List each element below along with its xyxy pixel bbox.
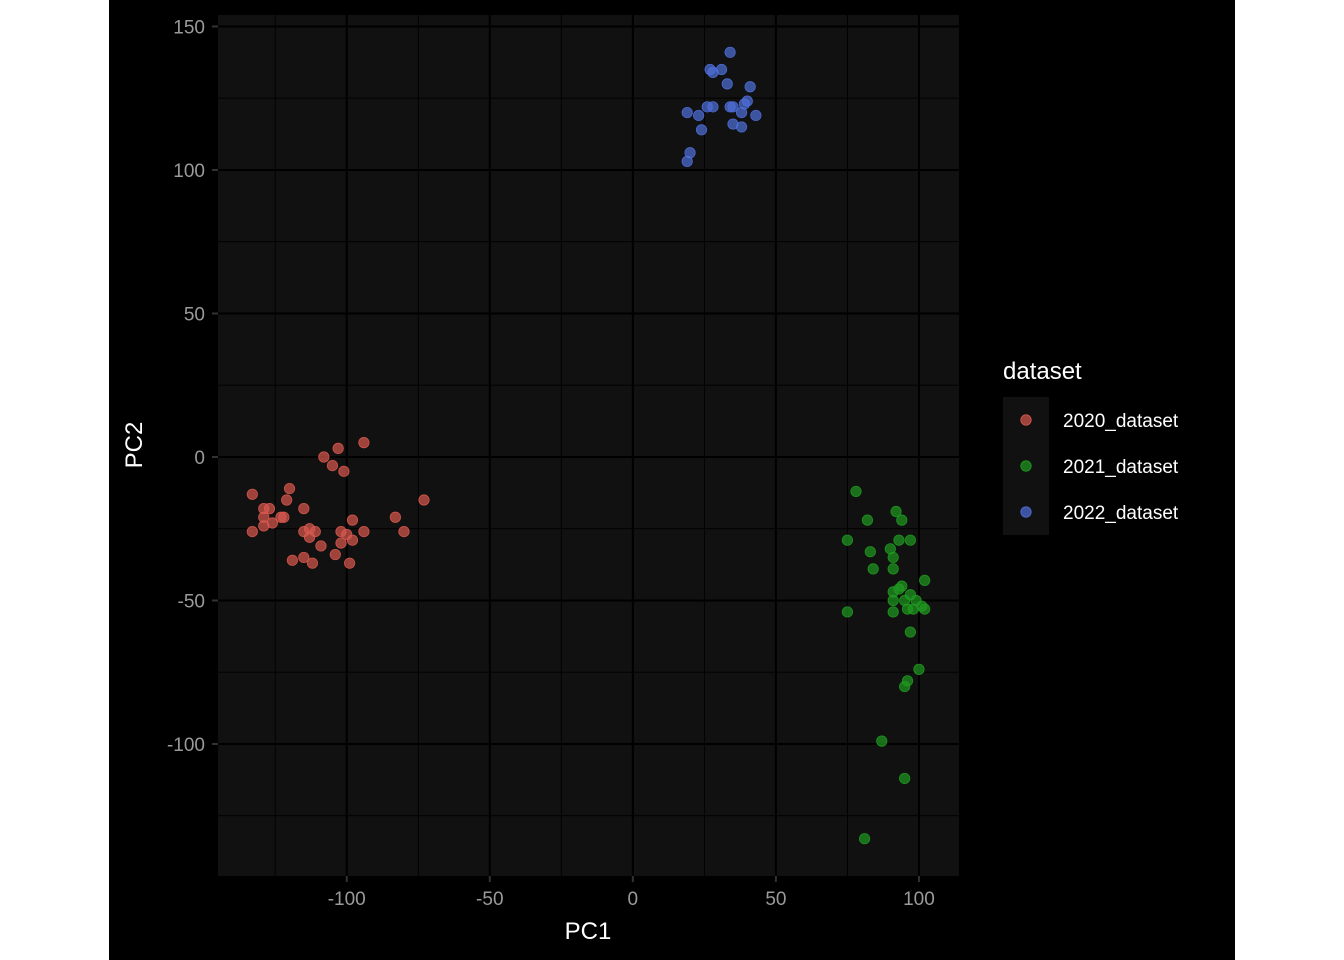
data-point	[707, 101, 719, 113]
legend-key	[1020, 460, 1032, 472]
legend-title: dataset	[1003, 358, 1082, 385]
data-point	[864, 546, 876, 558]
y-tick-label: 0	[194, 448, 205, 469]
scatter-chart: -100 -50 0 50 100 -100 -50 0 50 100 150 PC1 PC2 d…	[121, 15, 1179, 945]
data-point	[887, 594, 899, 607]
y-axis: -100 -50 0 50 100 150	[167, 17, 218, 756]
data-point	[695, 124, 708, 136]
data-point	[693, 109, 705, 122]
data-point	[335, 537, 347, 549]
series-2022_dataset	[681, 46, 762, 167]
data-point	[841, 606, 854, 618]
series-2020_dataset	[246, 437, 430, 569]
data-point	[735, 121, 748, 133]
data-point	[278, 511, 290, 523]
data-point	[318, 451, 330, 463]
data-point	[904, 626, 916, 638]
data-point	[338, 465, 350, 477]
data-point	[750, 109, 762, 122]
x-axis-title: PC1	[565, 918, 612, 945]
data-point	[899, 772, 911, 785]
data-point	[281, 494, 293, 506]
data-point	[298, 503, 310, 515]
data-point	[707, 66, 719, 79]
data-point	[286, 554, 298, 566]
data-point	[258, 520, 270, 532]
y-tick-label: -50	[178, 591, 205, 612]
y-tick-label: 100	[173, 161, 205, 182]
data-point	[332, 442, 344, 454]
data-point	[744, 81, 756, 93]
data-point	[724, 46, 736, 58]
data-point	[346, 534, 359, 546]
data-point	[899, 680, 911, 693]
legend: dataset 2020_dataset 2021_dataset 2022_dat…	[1003, 358, 1179, 535]
data-point	[326, 459, 339, 472]
x-axis: -100 -50 0 50 100	[328, 876, 935, 910]
legend-label: 2021_dataset	[1063, 457, 1179, 478]
data-point	[344, 557, 356, 569]
x-tick-label: 50	[765, 889, 786, 910]
data-point	[346, 514, 359, 526]
data-point	[867, 563, 879, 575]
series-2021_dataset	[841, 485, 931, 845]
plot-panel: -100 -50 0 50 100 -100 -50 0 50 100 150 PC1 PC2 d…	[109, 0, 1235, 960]
data-point	[398, 525, 410, 538]
data-point	[913, 663, 925, 675]
data-point	[850, 485, 862, 498]
data-point	[893, 534, 905, 546]
y-tick-label: 150	[173, 17, 205, 38]
data-point	[919, 574, 931, 586]
data-point	[246, 488, 258, 500]
data-point	[303, 531, 316, 543]
data-point	[893, 583, 905, 595]
data-points	[246, 46, 931, 845]
x-tick-label: 100	[903, 889, 935, 910]
data-point	[681, 155, 693, 167]
data-point	[876, 735, 888, 747]
data-point	[418, 494, 430, 506]
y-tick-label: 50	[184, 304, 205, 325]
x-tick-label: -100	[328, 889, 366, 910]
data-point	[887, 563, 899, 575]
y-tick-label: -100	[167, 735, 205, 756]
data-point	[306, 557, 319, 569]
x-tick-label: 0	[628, 889, 639, 910]
data-point	[298, 551, 310, 564]
x-tick-label: -50	[476, 889, 503, 910]
legend-label: 2022_dataset	[1063, 503, 1179, 524]
data-point	[727, 101, 739, 113]
data-point	[858, 833, 871, 845]
data-point	[890, 505, 902, 518]
data-point	[358, 525, 370, 538]
legend-key	[1020, 506, 1032, 518]
data-point	[315, 540, 327, 552]
data-point	[735, 106, 748, 119]
data-point	[263, 503, 276, 515]
data-point	[896, 514, 908, 526]
major-gridlines	[218, 15, 959, 876]
data-point	[329, 548, 341, 561]
data-point	[887, 606, 899, 618]
legend-key	[1020, 414, 1032, 426]
data-point	[389, 511, 401, 523]
data-point	[721, 78, 733, 90]
data-point	[841, 534, 854, 546]
data-point	[919, 603, 931, 615]
data-point	[358, 437, 370, 449]
data-point	[907, 603, 919, 615]
data-point	[283, 482, 296, 495]
y-axis-title: PC2	[121, 422, 148, 469]
data-point	[904, 534, 916, 546]
data-point	[246, 525, 258, 538]
data-point	[861, 514, 874, 526]
data-point	[887, 551, 899, 564]
data-point	[681, 106, 693, 119]
legend-label: 2020_dataset	[1063, 411, 1179, 432]
